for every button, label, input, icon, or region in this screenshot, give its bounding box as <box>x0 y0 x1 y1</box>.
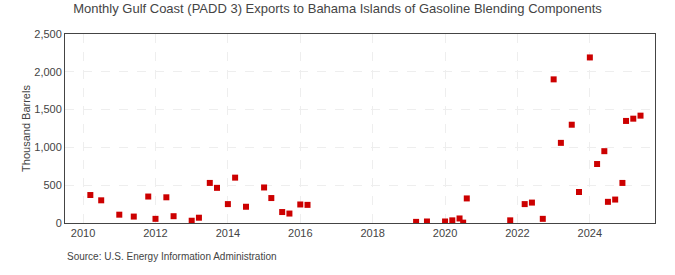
svg-text:2024: 2024 <box>578 227 602 239</box>
svg-text:500: 500 <box>43 179 61 191</box>
svg-text:0: 0 <box>56 217 62 229</box>
svg-text:2018: 2018 <box>360 227 384 239</box>
svg-text:Thousand Barrels: Thousand Barrels <box>20 85 32 172</box>
svg-text:2,500: 2,500 <box>34 28 62 40</box>
svg-text:2016: 2016 <box>288 227 312 239</box>
svg-text:1,000: 1,000 <box>34 141 62 153</box>
svg-text:Source: U.S. Energy Informatio: Source: U.S. Energy Information Administ… <box>67 251 277 262</box>
svg-text:2022: 2022 <box>505 227 529 239</box>
svg-text:2014: 2014 <box>216 227 240 239</box>
svg-text:2,000: 2,000 <box>34 66 62 78</box>
svg-text:Monthly Gulf Coast (PADD 3) Ex: Monthly Gulf Coast (PADD 3) Exports to B… <box>73 1 602 16</box>
svg-text:1,500: 1,500 <box>34 103 62 115</box>
svg-text:2010: 2010 <box>71 227 95 239</box>
svg-text:2012: 2012 <box>143 227 167 239</box>
svg-text:2020: 2020 <box>433 227 457 239</box>
